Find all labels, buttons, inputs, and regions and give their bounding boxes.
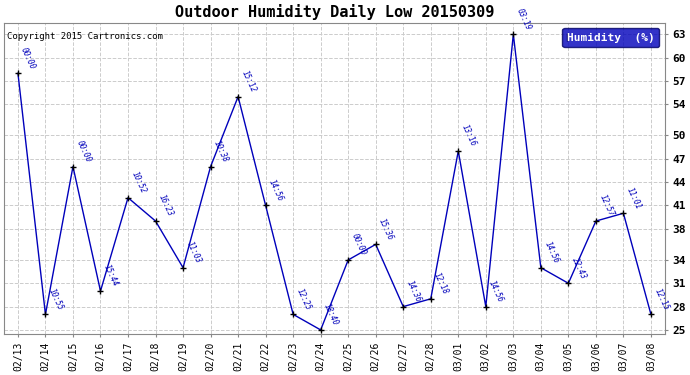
- Text: 12:18: 12:18: [432, 271, 450, 296]
- Text: 11:03: 11:03: [184, 240, 202, 265]
- Text: 12:57: 12:57: [598, 194, 615, 218]
- Text: 15:44: 15:44: [102, 264, 120, 288]
- Legend: Humidity  (%): Humidity (%): [562, 28, 659, 47]
- Text: 16:23: 16:23: [157, 194, 175, 218]
- Text: 15:36: 15:36: [377, 217, 395, 242]
- Text: 10:38: 10:38: [212, 139, 230, 164]
- Text: 00:00: 00:00: [19, 46, 37, 70]
- Text: 10:55: 10:55: [47, 287, 65, 312]
- Text: 15:12: 15:12: [239, 69, 257, 94]
- Title: Outdoor Humidity Daily Low 20150309: Outdoor Humidity Daily Low 20150309: [175, 4, 494, 20]
- Text: Copyright 2015 Cartronics.com: Copyright 2015 Cartronics.com: [8, 32, 164, 41]
- Text: 03:19: 03:19: [515, 7, 533, 32]
- Text: 00:00: 00:00: [75, 139, 92, 164]
- Text: 18:40: 18:40: [322, 302, 340, 327]
- Text: 14:36: 14:36: [404, 279, 422, 304]
- Text: 11:01: 11:01: [625, 186, 642, 210]
- Text: 22:43: 22:43: [570, 256, 588, 280]
- Text: 14:56: 14:56: [542, 240, 560, 265]
- Text: 14:56: 14:56: [487, 279, 505, 304]
- Text: 12:15: 12:15: [652, 287, 670, 312]
- Text: 13:16: 13:16: [460, 123, 477, 148]
- Text: 14:56: 14:56: [267, 178, 285, 203]
- Text: 00:00: 00:00: [350, 232, 368, 257]
- Text: 10:52: 10:52: [130, 170, 148, 195]
- Text: 12:25: 12:25: [295, 287, 313, 312]
